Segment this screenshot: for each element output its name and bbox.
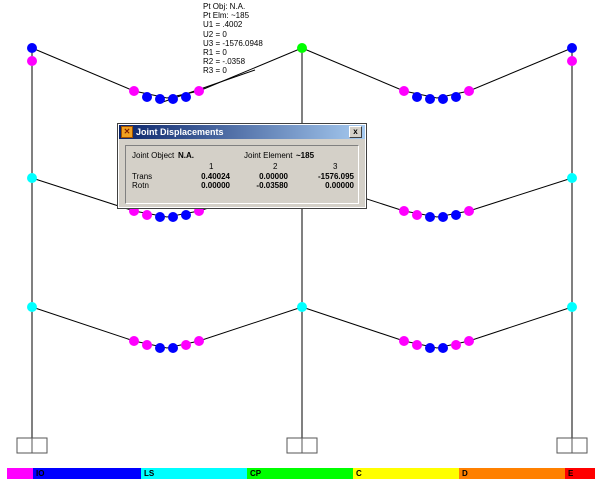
support-left[interactable] — [16, 437, 48, 454]
beam-hinge-io[interactable] — [425, 212, 435, 222]
rotn-3-value: 0.00000 — [325, 181, 354, 190]
rotn-1-value: 0.00000 — [201, 181, 230, 190]
row-label: Trans — [132, 172, 153, 181]
beam-hinge-io[interactable] — [155, 343, 165, 353]
beam-floor2-right[interactable] — [301, 177, 573, 218]
joint-hinge-ls[interactable] — [567, 302, 577, 312]
beam-hinge-b[interactable] — [451, 340, 461, 350]
trans-2-value: 0.00000 — [259, 172, 288, 181]
beam-hinge-io[interactable] — [168, 94, 178, 104]
beam-hinge-b[interactable] — [464, 336, 474, 346]
joint-hinge-b[interactable] — [27, 56, 37, 66]
hinge-state-legend: IO LS CP C D E — [7, 468, 595, 479]
trans-3-value: -1576.095 — [317, 172, 354, 181]
beam-hinge-b[interactable] — [194, 86, 204, 96]
legend-ls: LS — [141, 468, 247, 479]
legend-cp: CP — [247, 468, 353, 479]
tooltip-line: U3 = -1576.0948 — [203, 38, 263, 48]
beam-hinge-io[interactable] — [425, 94, 435, 104]
support-middle[interactable] — [286, 437, 318, 454]
trans-1-value: 0.40024 — [201, 172, 230, 181]
beam-hinge-io[interactable] — [412, 92, 422, 102]
legend-d: D — [459, 468, 565, 479]
row-label: Rotn — [132, 181, 149, 190]
joint-element-value: ~185 — [296, 151, 315, 160]
joint-object-value: N.A. — [178, 151, 194, 160]
joint-hinge-ls[interactable] — [27, 173, 37, 183]
tooltip-line: R3 = 0 — [203, 66, 227, 76]
joint-displacements-dialog[interactable]: ✕ Joint Displacements x Joint Object N.A… — [117, 123, 367, 209]
beam-roof-right[interactable] — [301, 47, 573, 99]
legend-io: IO — [33, 468, 141, 479]
beam-roof-left[interactable] — [31, 47, 303, 99]
beam-hinge-b[interactable] — [129, 86, 139, 96]
legend-b — [7, 468, 33, 479]
joint-hinge-ls[interactable] — [567, 173, 577, 183]
beam-hinge-b[interactable] — [464, 206, 474, 216]
rotn-2-value: -0.03580 — [256, 181, 288, 190]
app-icon: ✕ — [121, 126, 133, 138]
beam-hinge-b[interactable] — [142, 210, 152, 220]
beam-hinge-io[interactable] — [181, 210, 191, 220]
beam-hinge-io[interactable] — [142, 92, 152, 102]
beam-hinge-io[interactable] — [168, 343, 178, 353]
beam-hinge-b[interactable] — [142, 340, 152, 350]
joint-tooltip: Pt Obj: N.A. Pt Elm: ~185 U1 = .4002 U2 … — [203, 2, 263, 76]
support-right[interactable] — [556, 437, 588, 454]
beam-hinge-b[interactable] — [129, 336, 139, 346]
beam-hinge-io[interactable] — [425, 343, 435, 353]
beam-floor1-right[interactable] — [301, 306, 573, 349]
joint-hinge-ls[interactable] — [27, 302, 37, 312]
tooltip-line: U2 = 0 — [203, 29, 227, 39]
joint-hinge-io[interactable] — [27, 43, 37, 53]
column-header: 1 — [209, 162, 214, 171]
tooltip-line: Pt Obj: N.A. — [203, 2, 246, 11]
legend-c: C — [353, 468, 459, 479]
beam-hinge-io[interactable] — [155, 212, 165, 222]
joint-hinge-io[interactable] — [567, 43, 577, 53]
beam-hinge-b[interactable] — [412, 210, 422, 220]
column-header: 3 — [333, 162, 338, 171]
legend-e: E — [565, 468, 595, 479]
beam-hinge-b[interactable] — [399, 206, 409, 216]
beam-hinge-io[interactable] — [451, 92, 461, 102]
column-header: 2 — [273, 162, 278, 171]
beam-hinge-b[interactable] — [399, 336, 409, 346]
joint-object-label: Joint Object — [132, 151, 175, 160]
joint-hinge-cp[interactable] — [297, 43, 307, 53]
beam-hinge-io[interactable] — [438, 343, 448, 353]
beam-hinge-io[interactable] — [438, 212, 448, 222]
beam-hinge-io[interactable] — [438, 94, 448, 104]
beam-hinge-b[interactable] — [464, 86, 474, 96]
displacement-panel: Joint Object N.A. Joint Element ~185 1 2… — [125, 145, 359, 204]
joint-element-label: Joint Element — [244, 151, 293, 160]
dialog-title: Joint Displacements — [136, 127, 224, 137]
beam-hinge-b[interactable] — [399, 86, 409, 96]
joint-hinge-ls[interactable] — [297, 302, 307, 312]
tooltip-line: R2 = -.0358 — [203, 57, 246, 67]
beam-hinge-io[interactable] — [181, 92, 191, 102]
close-button[interactable]: x — [349, 126, 362, 138]
beam-hinge-io[interactable] — [155, 94, 165, 104]
tooltip-line: Pt Elm: ~185 — [203, 11, 250, 21]
beam-floor1-left[interactable] — [31, 306, 303, 349]
dialog-titlebar[interactable]: ✕ Joint Displacements x — [119, 125, 365, 139]
beam-hinge-b[interactable] — [181, 340, 191, 350]
beam-hinge-io[interactable] — [168, 212, 178, 222]
tooltip-line: U1 = .4002 — [203, 20, 243, 30]
beam-hinge-b[interactable] — [194, 336, 204, 346]
beam-hinge-b[interactable] — [194, 206, 204, 216]
beam-hinge-b[interactable] — [412, 340, 422, 350]
beam-hinge-io[interactable] — [451, 210, 461, 220]
beam-hinge-b[interactable] — [129, 206, 139, 216]
joint-hinge-b[interactable] — [567, 56, 577, 66]
tooltip-line: R1 = 0 — [203, 48, 227, 58]
